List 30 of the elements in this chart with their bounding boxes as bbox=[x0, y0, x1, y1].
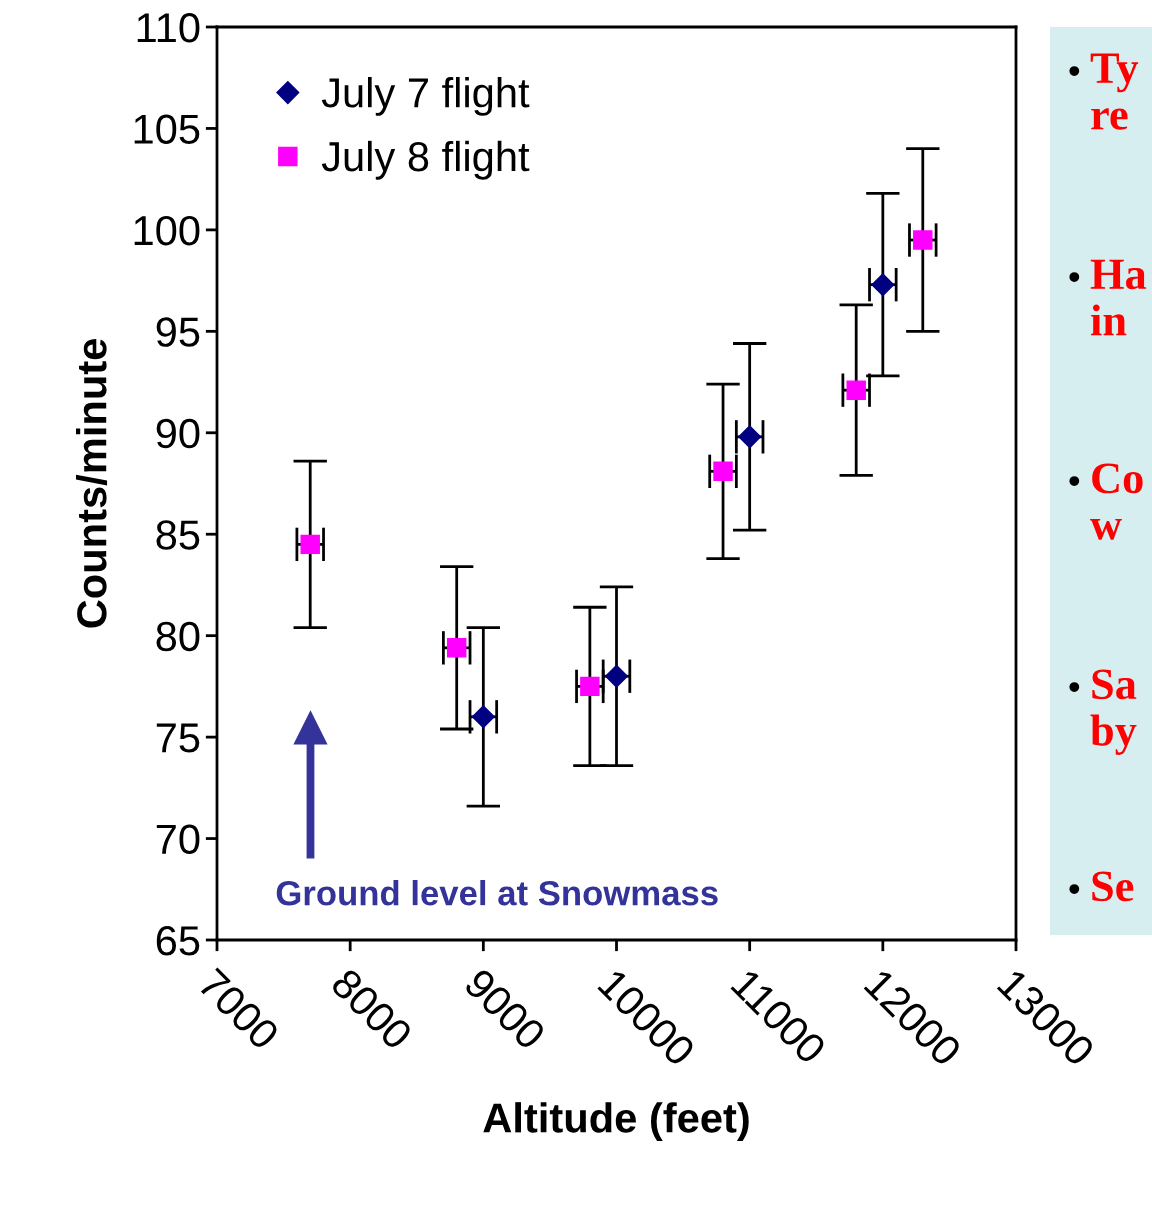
y-tick-label: 75 bbox=[156, 723, 200, 753]
y-tick-label: 110 bbox=[137, 13, 200, 43]
point bbox=[471, 705, 495, 729]
y-axis-title: Counts/minute bbox=[76, 339, 108, 628]
text: • Sa by bbox=[1069, 669, 1137, 755]
point bbox=[871, 273, 895, 297]
y-tick-label: 100 bbox=[134, 215, 200, 246]
legend-label: July 8 flight bbox=[321, 140, 530, 180]
point bbox=[446, 638, 467, 658]
text: • Se bbox=[1069, 871, 1134, 902]
y-tick-label: 70 bbox=[156, 824, 200, 855]
y-tick-label: 95 bbox=[156, 317, 200, 347]
text: • Ha in bbox=[1069, 259, 1147, 336]
point bbox=[846, 380, 866, 400]
text: • Co w bbox=[1069, 463, 1143, 540]
legend-label: July 7 flight bbox=[321, 77, 530, 116]
x-axis-title: Altitude (feet) bbox=[483, 1102, 749, 1141]
point bbox=[300, 534, 320, 555]
annotation: Ground level at Snowmass bbox=[276, 879, 718, 906]
point bbox=[713, 461, 733, 482]
y-tick-label: 85 bbox=[156, 520, 200, 550]
y-tick-label: 90 bbox=[156, 418, 200, 449]
point bbox=[605, 664, 628, 688]
point bbox=[738, 425, 762, 449]
point bbox=[913, 230, 933, 250]
y-tick-label: 105 bbox=[134, 114, 200, 144]
y-tick-label: 65 bbox=[156, 926, 200, 956]
y-tick-label: 80 bbox=[156, 621, 200, 652]
text: • Ty re bbox=[1069, 53, 1139, 130]
point bbox=[580, 676, 600, 697]
